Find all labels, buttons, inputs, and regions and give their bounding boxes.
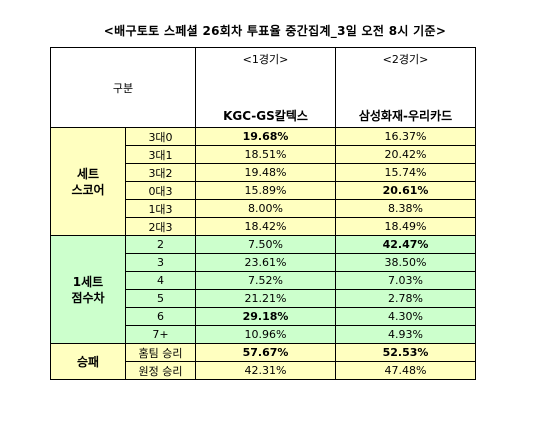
game-header: <1경기> KGC-GS칼텍스 xyxy=(195,47,336,128)
row-item: 3 xyxy=(125,253,196,272)
value-cell: 4.30% xyxy=(335,307,476,326)
data-row: 1대3 8.00% 8.38% xyxy=(50,199,476,218)
value-cell: 52.53% xyxy=(335,343,476,362)
game-header: <2경기> 삼성화재-우리카드 xyxy=(335,47,476,128)
row-item: 5 xyxy=(125,289,196,308)
row-item: 3대0 xyxy=(125,127,196,146)
row-item: 1대3 xyxy=(125,199,196,218)
value-cell: 23.61% xyxy=(195,253,336,272)
value-cell: 47.48% xyxy=(335,361,476,380)
value-cell: 42.31% xyxy=(195,361,336,380)
row-item: 7+ xyxy=(125,325,196,344)
value-cell: 16.37% xyxy=(335,127,476,146)
row-item: 원정 승리 xyxy=(125,361,196,380)
value-cell: 38.50% xyxy=(335,253,476,272)
row-item: 0대3 xyxy=(125,181,196,200)
vote-table: 구분 <1경기> KGC-GS칼텍스 <2경기> 삼성화재-우리카드 세트 스코어 3대0 19… xyxy=(50,47,476,380)
value-cell: 21.21% xyxy=(195,289,336,308)
data-row: 1세트 점수차 2 7.50% 42.47% xyxy=(50,235,476,344)
group-label-line: 세트 xyxy=(76,166,100,181)
group-label: 세트 스코어 xyxy=(50,127,126,236)
row-item: 4 xyxy=(125,271,196,290)
header-text: 구분 xyxy=(112,81,134,95)
title: <배구토토 스페셜 26회차 투표율 중간집계_3일 오전 8시 기준> xyxy=(103,24,447,38)
table-body: 구분 <1경기> KGC-GS칼텍스 <2경기> 삼성화재-우리카드 세트 스코어 3대0 19… xyxy=(50,47,476,380)
data-row: 세트 스코어 3대0 19.68% 16.37% xyxy=(50,127,476,236)
value-cell: 29.18% xyxy=(195,307,336,326)
group-label: 승패 xyxy=(50,343,126,380)
value-cell: 7.52% xyxy=(195,271,336,290)
value-cell: 2.78% xyxy=(335,289,476,308)
data-row: 7+ 10.96% 4.93% xyxy=(50,325,476,344)
value-cell: 10.96% xyxy=(195,325,336,344)
row-item: 6 xyxy=(125,307,196,326)
game-round: <2경기> xyxy=(382,53,429,66)
value-cell: 7.50% xyxy=(195,235,336,254)
row-item: 2 xyxy=(125,235,196,254)
game-match: KGC-GS칼텍스 xyxy=(223,109,308,123)
value-cell: 19.68% xyxy=(195,127,336,146)
group-label: 1세트 점수차 xyxy=(50,235,126,344)
value-cell: 19.48% xyxy=(195,163,336,182)
data-row: 0대3 15.89% 20.61% xyxy=(50,181,476,200)
game-round: <1경기> xyxy=(242,53,289,66)
value-cell: 4.93% xyxy=(335,325,476,344)
row-item: 3대2 xyxy=(125,163,196,182)
row-item: 2대3 xyxy=(125,217,196,236)
value-cell: 57.67% xyxy=(195,343,336,362)
data-row: 5 21.21% 2.78% xyxy=(50,289,476,308)
value-cell: 20.61% xyxy=(335,181,476,200)
value-cell: 42.47% xyxy=(335,235,476,254)
value-cell: 18.42% xyxy=(195,217,336,236)
value-cell: 18.51% xyxy=(195,145,336,164)
value-cell: 7.03% xyxy=(335,271,476,290)
value-cell: 8.00% xyxy=(195,199,336,218)
header-row: 구분 <1경기> KGC-GS칼텍스 <2경기> 삼성화재-우리카드 xyxy=(50,47,476,128)
value-cell: 8.38% xyxy=(335,199,476,218)
value-cell: 15.74% xyxy=(335,163,476,182)
value-cell: 18.49% xyxy=(335,217,476,236)
game-match: 삼성화재-우리카드 xyxy=(358,109,453,123)
row-item: 홈팀 승리 xyxy=(125,343,196,362)
value-cell: 20.42% xyxy=(335,145,476,164)
row-item: 3대1 xyxy=(125,145,196,164)
data-row: 3대1 18.51% 20.42% xyxy=(50,145,476,164)
group-label-line: 1세트 xyxy=(72,274,104,289)
group-label-line: 승패 xyxy=(76,354,100,369)
data-row: 승패 홈팀 승리 57.67% 52.53% xyxy=(50,343,476,380)
value-cell: 15.89% xyxy=(195,181,336,200)
data-row: 6 29.18% 4.30% xyxy=(50,307,476,326)
group-label-line: 스코어 xyxy=(71,182,105,197)
header-label: 구분 xyxy=(50,47,196,128)
data-row: 원정 승리 42.31% 47.48% xyxy=(50,361,476,380)
group-label-line: 점수차 xyxy=(71,290,105,305)
